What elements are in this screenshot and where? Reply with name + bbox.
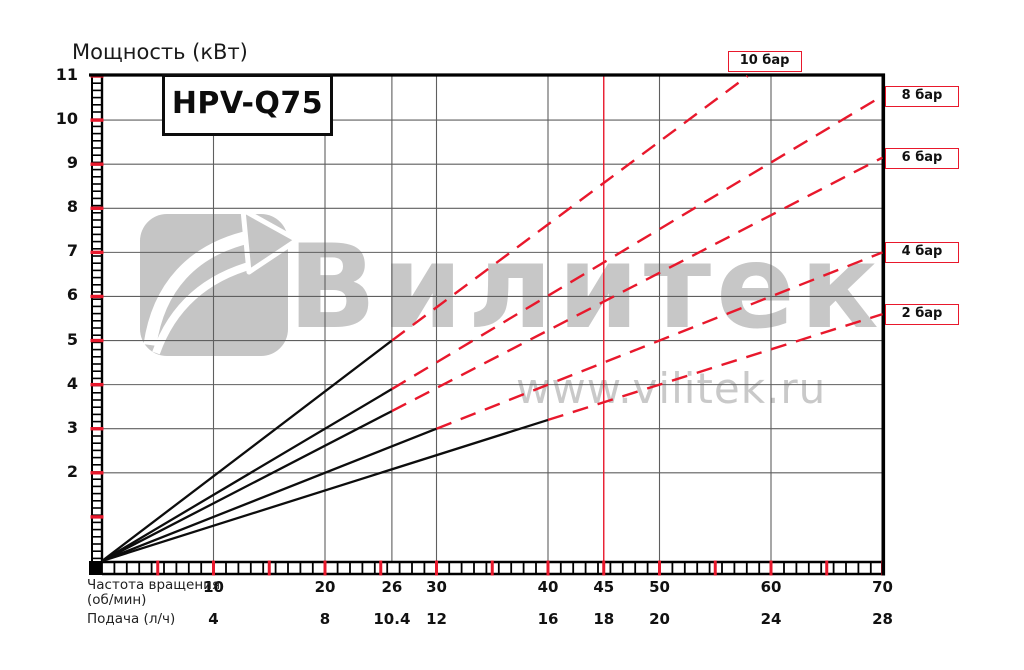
axis-corner-block bbox=[89, 561, 102, 575]
curve-dashed-8bar bbox=[391, 94, 884, 391]
curve-solid-10bar bbox=[101, 339, 393, 562]
curve-solid-8bar bbox=[101, 388, 393, 562]
y-axis-title: Мощность (кВт) bbox=[72, 40, 248, 64]
curve-solid-4bar bbox=[101, 427, 437, 563]
logo-arrowhead bbox=[240, 207, 300, 275]
curve-dashed-2bar bbox=[547, 312, 883, 422]
curve-dashed-4bar bbox=[436, 251, 883, 430]
model-label-box: HPV-Q75 bbox=[162, 74, 333, 136]
curve-solid-2bar bbox=[101, 418, 549, 563]
watermark-brand-text: Вилитек bbox=[288, 220, 884, 355]
watermark-url-text: www.vilitek.ru bbox=[516, 364, 827, 413]
curve-dashed-6bar bbox=[391, 156, 884, 413]
logo-swoosh-upper bbox=[143, 229, 255, 346]
curve-dashed-10bar bbox=[391, 75, 749, 342]
curve-solid-6bar bbox=[101, 410, 393, 563]
